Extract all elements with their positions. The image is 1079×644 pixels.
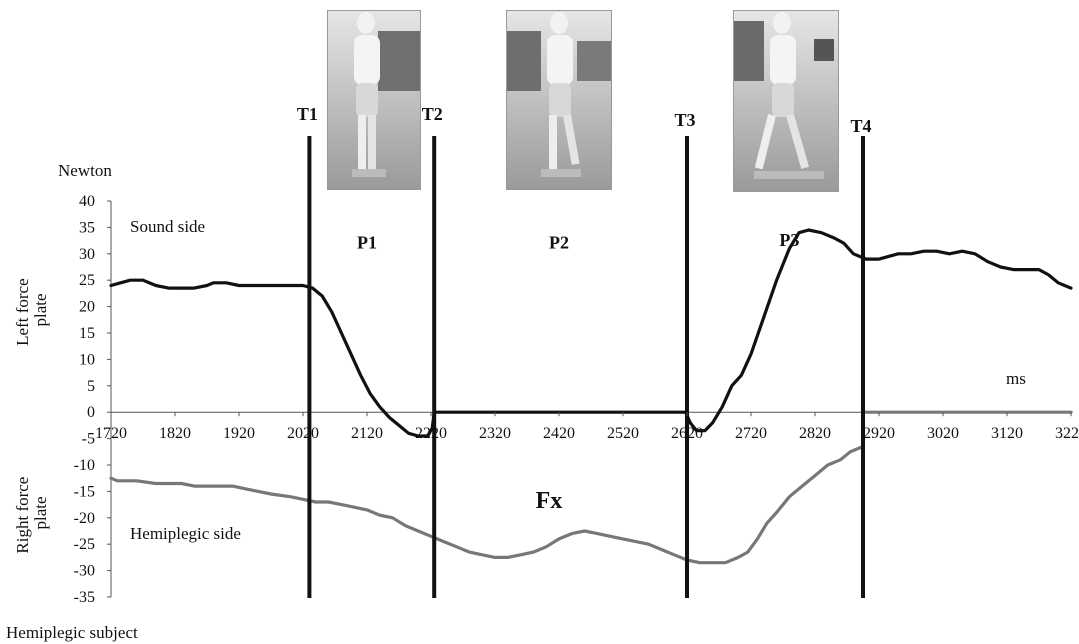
y-axis-label-bottom-line1: Right force [13, 477, 32, 554]
y-axis-label-bottom-line2: plate [31, 496, 50, 529]
y-tick-label-5: 15 [79, 325, 95, 342]
event-label-T3: T3 [674, 110, 695, 130]
y-tick-label-11: -15 [74, 483, 95, 500]
subject-photo-3 [733, 10, 839, 192]
series-line-0 [109, 228, 1073, 438]
x-tick-label-5: 2220 [415, 425, 447, 442]
unit-label: Newton [58, 161, 112, 180]
force-component-label: Fx [536, 488, 563, 514]
x-tick-label-2: 1920 [223, 425, 255, 442]
phase-label-group: P1 P2 P3 [357, 230, 799, 253]
subject-photo-3-image [734, 11, 838, 191]
y-axis-label-top-line2: plate [31, 293, 50, 326]
y-tick-label-0: 40 [79, 193, 95, 210]
y-tick-group: 40 35 30 25 20 15 10 5 0 -5 -10 -15 -20 -25 -30 -35 [74, 193, 111, 606]
y-tick-label-14: -30 [74, 563, 95, 580]
hemiplegic-side-label: Hemiplegic side [130, 524, 241, 543]
x-tick-label-8: 2520 [607, 425, 639, 442]
phase-label-P3: P3 [779, 230, 799, 250]
x-tick-label-0: 1720 [95, 425, 127, 442]
subject-caption: Hemiplegic subject [6, 623, 138, 642]
y-tick-label-8: 0 [87, 404, 95, 421]
x-tick-label-13: 3020 [927, 425, 959, 442]
y-axis-label-top-line1: Left force [13, 278, 32, 345]
x-tick-label-14: 3120 [991, 425, 1023, 442]
y-axis-label-bottom: Right force plate [13, 472, 50, 553]
series-line-1 [109, 444, 865, 565]
sound-side-label: Sound side [130, 217, 205, 236]
event-line-group: T1 T2 T3 T4 [297, 104, 872, 598]
x-unit-label: ms [1006, 369, 1026, 388]
y-tick-label-9: -5 [82, 431, 95, 448]
y-tick-label-12: -20 [74, 510, 95, 527]
x-tick-label-12: 2920 [863, 425, 895, 442]
phase-label-P1: P1 [357, 233, 377, 253]
y-tick-label-3: 25 [79, 272, 95, 289]
subject-photo-1-image [328, 11, 420, 189]
y-tick-label-7: 5 [87, 378, 95, 395]
x-tick-group: 1720 1820 1920 2020 2120 2220 2320 2420 2520 2620… [95, 412, 1079, 442]
subject-photo-1 [327, 10, 421, 190]
y-tick-label-2: 30 [79, 246, 95, 263]
event-label-T4: T4 [850, 116, 871, 136]
y-tick-label-1: 35 [79, 219, 95, 236]
x-tick-label-15: 3220 [1055, 425, 1079, 442]
y-tick-label-6: 10 [79, 351, 95, 368]
x-tick-label-6: 2320 [479, 425, 511, 442]
series-group [109, 228, 1073, 565]
y-tick-label-4: 20 [79, 299, 95, 316]
x-tick-label-3: 2020 [287, 425, 319, 442]
event-label-T2: T2 [422, 104, 443, 124]
y-tick-label-13: -25 [74, 536, 95, 553]
x-tick-label-9: 2620 [671, 425, 703, 442]
subject-photo-2 [506, 10, 612, 190]
x-tick-label-10: 2720 [735, 425, 767, 442]
x-tick-label-4: 2120 [351, 425, 383, 442]
y-tick-label-10: -10 [74, 457, 95, 474]
y-axis-label-top: Left force plate [13, 274, 50, 346]
x-tick-label-7: 2420 [543, 425, 575, 442]
y-tick-label-15: -35 [74, 589, 95, 606]
event-label-T1: T1 [297, 104, 318, 124]
x-tick-label-11: 2820 [799, 425, 831, 442]
phase-label-P2: P2 [549, 233, 569, 253]
subject-photo-2-image [507, 11, 611, 189]
x-tick-label-1: 1820 [159, 425, 191, 442]
